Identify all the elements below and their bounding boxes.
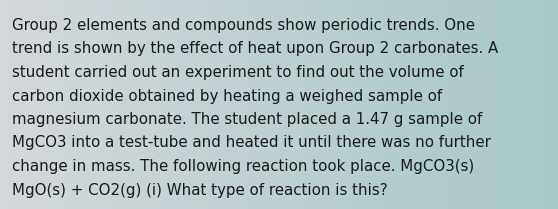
Text: MgCO3 into a test-tube and heated it until there was no further: MgCO3 into a test-tube and heated it unt…: [12, 135, 491, 150]
Text: trend is shown by the effect of heat upon Group 2 carbonates. A: trend is shown by the effect of heat upo…: [12, 42, 498, 56]
Text: MgO(s) + CO2(g) (i) What type of reaction is this?: MgO(s) + CO2(g) (i) What type of reactio…: [12, 182, 388, 198]
Text: change in mass. The following reaction took place. MgCO3(s): change in mass. The following reaction t…: [12, 159, 474, 174]
Text: student carried out an experiment to find out the volume of: student carried out an experiment to fin…: [12, 65, 464, 80]
Text: magnesium carbonate. The student placed a 1.47 g sample of: magnesium carbonate. The student placed …: [12, 112, 482, 127]
Text: Group 2 elements and compounds show periodic trends. One: Group 2 elements and compounds show peri…: [12, 18, 475, 33]
Text: carbon dioxide obtained by heating a weighed sample of: carbon dioxide obtained by heating a wei…: [12, 88, 442, 103]
